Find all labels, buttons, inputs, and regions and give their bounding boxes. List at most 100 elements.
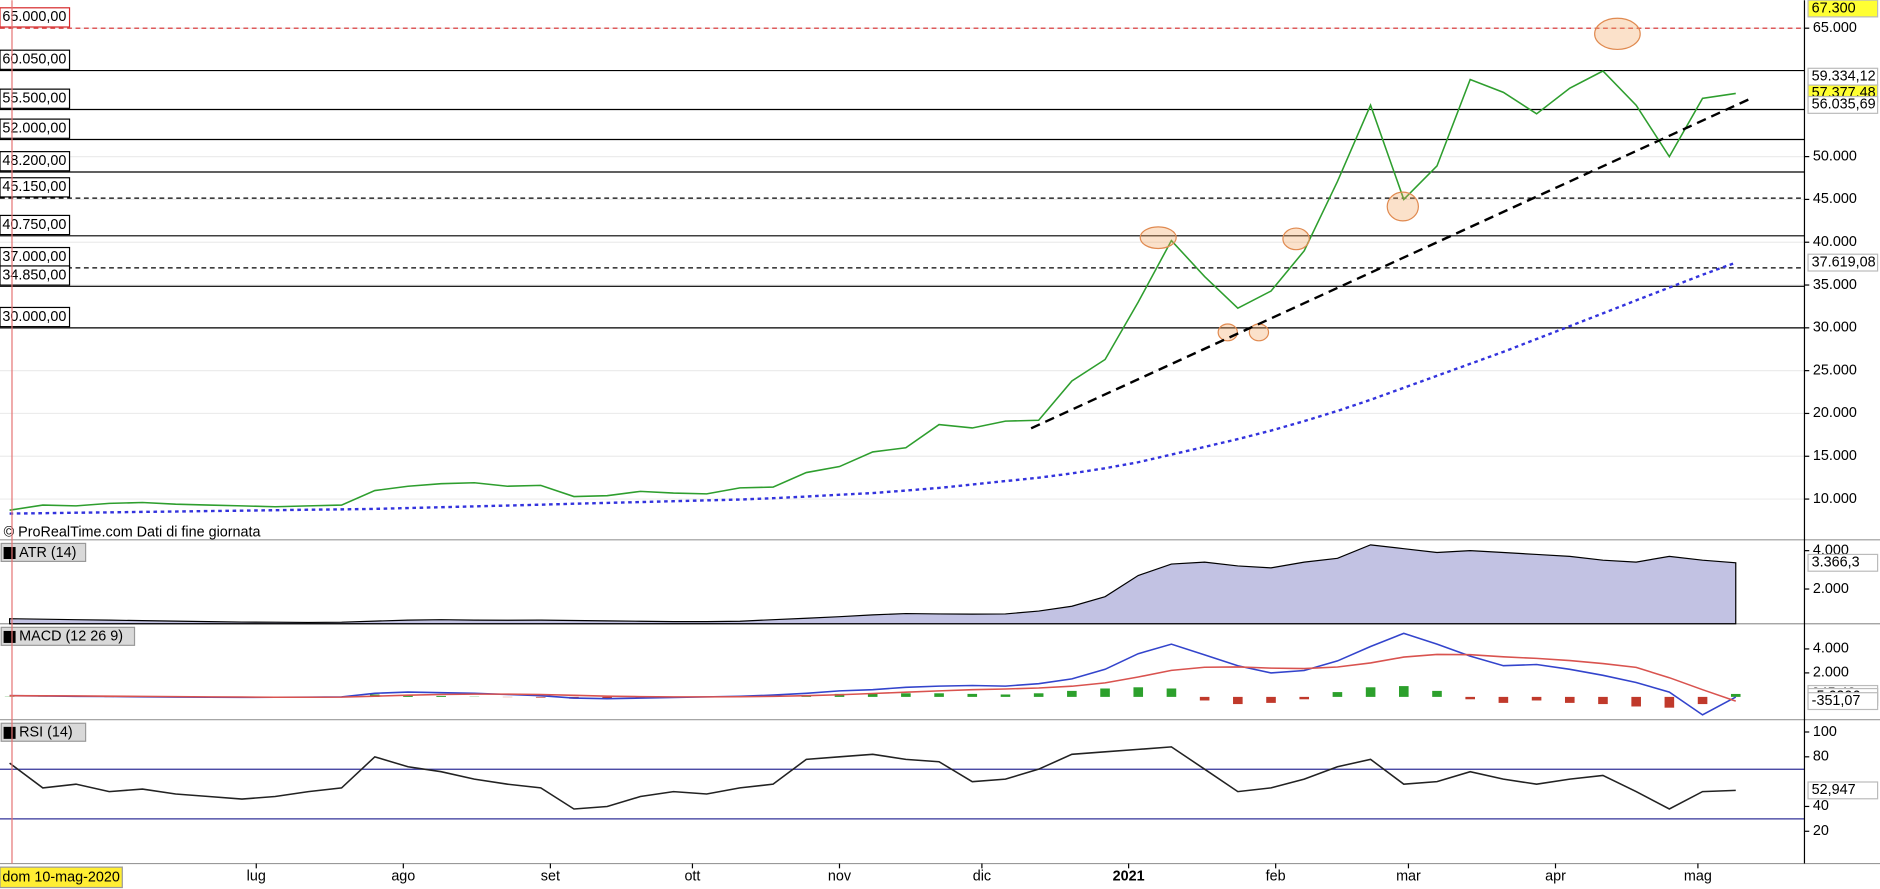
histogram-bar <box>1697 696 1708 705</box>
level-label: 48.200,00 <box>2 153 66 169</box>
value-tag-label: 52,947 <box>1812 782 1856 798</box>
level-label-box <box>0 88 71 109</box>
x-tick-label: feb <box>1266 869 1286 885</box>
level-label-box <box>0 265 71 286</box>
panel-title: RSI (14) <box>19 725 73 741</box>
y-tick-label: 35.000 <box>1813 277 1857 293</box>
panel-title: MACD (12 26 9) <box>19 629 123 645</box>
histogram-bar <box>1299 696 1310 700</box>
histogram-bar <box>436 695 446 697</box>
x-tick-label: 2021 <box>1113 869 1145 885</box>
y-tick-label: 100 <box>1813 724 1837 740</box>
value-tag <box>1807 553 1879 572</box>
x-tick-label: lug <box>247 869 266 885</box>
histogram-bar <box>1531 696 1542 701</box>
series-line <box>9 70 1736 511</box>
y-tick-label: 30.000 <box>1813 320 1857 336</box>
x-tick-label: set <box>541 869 560 885</box>
histogram-bar <box>1332 692 1343 697</box>
histogram-bar <box>1598 696 1608 705</box>
level-label-box <box>0 7 71 28</box>
panel-title: ATR (14) <box>19 545 76 561</box>
level-label-box <box>0 306 71 328</box>
histogram-bar <box>1033 693 1044 697</box>
histogram-bar <box>1664 696 1675 708</box>
panel-title-box <box>0 626 136 646</box>
value-tag-label: 37.619,08 <box>1812 254 1876 270</box>
y-tick-label: 40.000 <box>1813 234 1857 250</box>
y-tick-label: 10.000 <box>1813 491 1857 507</box>
level-label-box <box>0 177 71 198</box>
histogram-bar <box>1199 696 1210 701</box>
histogram-bar <box>602 696 612 699</box>
histogram-bar <box>1631 696 1641 707</box>
level-label: 65.000,00 <box>2 9 66 25</box>
value-tag-label: 56.035,69 <box>1812 97 1876 113</box>
series-line <box>9 653 1737 702</box>
highlight <box>1248 323 1270 342</box>
highlight <box>1139 226 1177 250</box>
x-tick-label: nov <box>828 869 852 885</box>
y-tick-label: 25.000 <box>1813 362 1857 378</box>
series-line <box>9 746 1736 810</box>
level-label: 55.500,00 <box>2 91 66 107</box>
histogram-bar <box>1730 693 1741 697</box>
x-tick-label: dic <box>973 869 991 885</box>
highlight <box>1594 17 1641 51</box>
level-label: 34.850,00 <box>2 267 66 283</box>
y-tick-label: 65.000 <box>1813 20 1857 36</box>
histogram-bar <box>1399 686 1409 697</box>
y-tick-label: 4.000 <box>1813 641 1849 657</box>
value-tag <box>1807 95 1879 114</box>
histogram-bar <box>1564 696 1575 703</box>
y-tick-label: 45.000 <box>1813 191 1857 207</box>
histogram-bar <box>1067 690 1077 697</box>
level-label-box <box>0 118 71 139</box>
y-tick-label: 2.000 <box>1813 665 1849 681</box>
level-label: 37.000,00 <box>2 249 66 265</box>
histogram-bar <box>535 696 546 698</box>
histogram-bar <box>1233 696 1243 705</box>
level-label: 45.150,00 <box>2 179 66 195</box>
value-tag <box>1807 781 1879 800</box>
histogram-bar <box>1000 694 1011 697</box>
x-tick-label: ago <box>391 869 415 885</box>
level-label-box <box>0 214 71 236</box>
histogram-bar <box>1133 687 1144 697</box>
date-tag <box>0 866 123 889</box>
panel-title-box <box>0 542 87 563</box>
histogram-bar <box>1365 687 1376 697</box>
histogram-bar <box>867 693 878 697</box>
level-label: 40.750,00 <box>2 217 66 233</box>
panel-title-icon <box>3 726 16 739</box>
histogram-bar <box>1266 696 1276 703</box>
panel-title-icon <box>3 630 16 643</box>
value-tag <box>1807 0 1879 18</box>
histogram-bar <box>901 693 911 697</box>
highlight <box>1217 323 1238 342</box>
x-tick-label: mag <box>1684 869 1712 885</box>
panel-title-box <box>0 722 87 742</box>
histogram-bar <box>1166 688 1177 697</box>
histogram-bar <box>934 693 944 697</box>
series-line <box>9 261 1737 515</box>
y-tick-label: 50.000 <box>1813 148 1857 164</box>
histogram-bar <box>1432 690 1442 697</box>
highlight <box>1386 191 1419 222</box>
panel-title-icon <box>3 547 16 560</box>
y-tick-label: 20 <box>1813 823 1829 839</box>
y-tick-label: 15.000 <box>1813 448 1857 464</box>
x-tick-label: ott <box>684 869 700 885</box>
value-tag <box>1807 253 1879 272</box>
value-tag <box>1807 692 1879 711</box>
x-tick-label: mar <box>1396 869 1421 885</box>
level-label: 60.050,00 <box>2 52 66 68</box>
histogram-bar <box>1465 696 1475 700</box>
source-note: © ProRealTime.com Dati di fine giornata <box>4 524 261 540</box>
level-label: 52.000,00 <box>2 120 66 136</box>
value-tag-label: 59.334,12 <box>1812 68 1876 84</box>
value-tag-label: -351,07 <box>1812 693 1861 709</box>
